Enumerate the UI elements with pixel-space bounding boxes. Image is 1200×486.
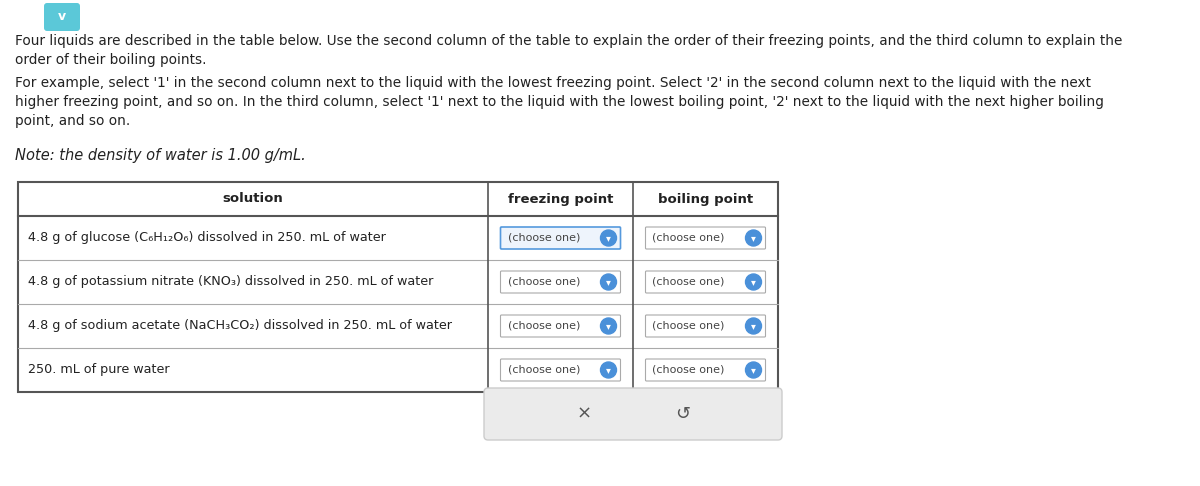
Text: solution: solution bbox=[223, 192, 283, 206]
Circle shape bbox=[600, 274, 617, 290]
Text: ▾: ▾ bbox=[606, 233, 611, 243]
Circle shape bbox=[745, 362, 762, 378]
Bar bbox=[18, 182, 778, 392]
Text: v: v bbox=[58, 11, 66, 23]
Circle shape bbox=[745, 230, 762, 246]
Text: Note: the density of water is 1.00 g/mL.: Note: the density of water is 1.00 g/mL. bbox=[14, 148, 306, 163]
Text: (choose one): (choose one) bbox=[653, 277, 725, 287]
Text: ▾: ▾ bbox=[751, 277, 756, 287]
FancyBboxPatch shape bbox=[500, 359, 620, 381]
Text: ▾: ▾ bbox=[606, 365, 611, 375]
Text: (choose one): (choose one) bbox=[508, 365, 580, 375]
Text: ▾: ▾ bbox=[751, 365, 756, 375]
FancyBboxPatch shape bbox=[500, 315, 620, 337]
FancyBboxPatch shape bbox=[44, 3, 80, 31]
Text: 4.8 g of potassium nitrate (KNO₃) dissolved in 250. mL of water: 4.8 g of potassium nitrate (KNO₃) dissol… bbox=[28, 276, 433, 289]
Circle shape bbox=[600, 318, 617, 334]
Circle shape bbox=[600, 230, 617, 246]
FancyBboxPatch shape bbox=[500, 227, 620, 249]
Text: (choose one): (choose one) bbox=[508, 321, 580, 331]
FancyBboxPatch shape bbox=[500, 271, 620, 293]
Circle shape bbox=[745, 274, 762, 290]
FancyBboxPatch shape bbox=[646, 359, 766, 381]
FancyBboxPatch shape bbox=[646, 315, 766, 337]
Text: (choose one): (choose one) bbox=[508, 277, 580, 287]
Text: ▾: ▾ bbox=[606, 277, 611, 287]
Text: ▾: ▾ bbox=[606, 321, 611, 331]
Text: (choose one): (choose one) bbox=[508, 233, 580, 243]
Text: 250. mL of pure water: 250. mL of pure water bbox=[28, 364, 169, 377]
Text: (choose one): (choose one) bbox=[653, 233, 725, 243]
Text: Four liquids are described in the table below. Use the second column of the tabl: Four liquids are described in the table … bbox=[14, 34, 1122, 67]
Text: freezing point: freezing point bbox=[508, 192, 613, 206]
FancyBboxPatch shape bbox=[646, 227, 766, 249]
Text: 4.8 g of sodium acetate (NaCH₃CO₂) dissolved in 250. mL of water: 4.8 g of sodium acetate (NaCH₃CO₂) disso… bbox=[28, 319, 452, 332]
Circle shape bbox=[600, 362, 617, 378]
Text: (choose one): (choose one) bbox=[653, 321, 725, 331]
Text: ▾: ▾ bbox=[751, 321, 756, 331]
FancyBboxPatch shape bbox=[646, 271, 766, 293]
Circle shape bbox=[745, 318, 762, 334]
Text: boiling point: boiling point bbox=[658, 192, 754, 206]
Text: ×: × bbox=[576, 405, 592, 423]
Text: 4.8 g of glucose (C₆H₁₂O₆) dissolved in 250. mL of water: 4.8 g of glucose (C₆H₁₂O₆) dissolved in … bbox=[28, 231, 386, 244]
Text: ▾: ▾ bbox=[751, 233, 756, 243]
Text: For example, select '1' in the second column next to the liquid with the lowest : For example, select '1' in the second co… bbox=[14, 76, 1104, 128]
Text: (choose one): (choose one) bbox=[653, 365, 725, 375]
Text: ↺: ↺ bbox=[674, 405, 690, 423]
FancyBboxPatch shape bbox=[484, 388, 782, 440]
